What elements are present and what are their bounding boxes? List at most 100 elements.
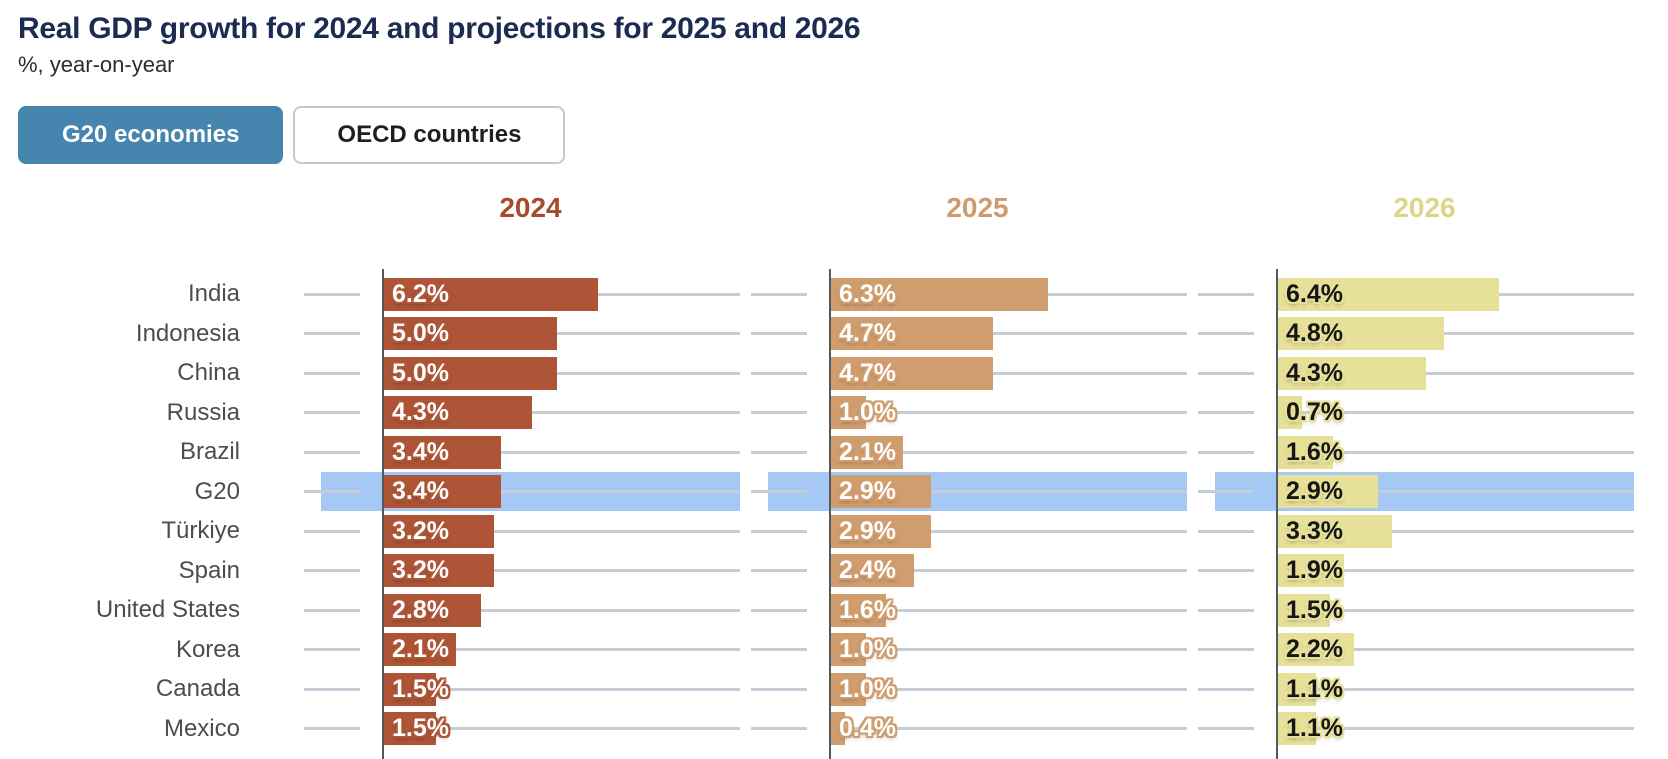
bar-2026-russia[interactable] [1278, 396, 1303, 429]
gridline-stub [751, 292, 807, 296]
gridline [385, 490, 740, 493]
gridline [832, 648, 1187, 651]
bar-2024-indonesia[interactable] [384, 317, 557, 350]
bar-value-label: 6.4% [1286, 279, 1343, 308]
gridline-stub [1198, 490, 1254, 493]
bar-2025-indonesia[interactable] [831, 317, 994, 350]
bar-2025-russia[interactable] [831, 396, 866, 429]
bar-2026-indonesia[interactable] [1278, 317, 1444, 350]
bar-2025-china[interactable] [831, 356, 994, 390]
gridline [832, 569, 1187, 572]
bar-value-label: 1.5% [1286, 595, 1343, 624]
gridline-stub [751, 727, 807, 730]
bar-2025-mexico[interactable] [831, 712, 845, 745]
gridline [385, 529, 740, 533]
gridline-stub [1198, 569, 1254, 572]
row-label-türkiye: Türkiye [161, 517, 240, 544]
gridline-stub [751, 569, 807, 572]
gridline [385, 648, 740, 651]
bar-value-label: 2.2% [1286, 635, 1343, 663]
bar-2025-g20[interactable] [831, 475, 932, 508]
bar-2025-korea[interactable] [831, 633, 866, 666]
bar-value-label: 2.4% [839, 556, 896, 584]
bar-2026-türkiye[interactable] [1278, 514, 1392, 548]
gridline [832, 450, 1187, 454]
bar-2025-canada[interactable] [831, 672, 866, 706]
axis-line-2025 [829, 269, 831, 759]
row-label-united-states: United States [95, 596, 240, 623]
gridline-stub [304, 608, 360, 612]
gridline-stub [751, 411, 807, 414]
bar-2025-türkiye[interactable] [831, 514, 932, 548]
bar-2025-united-states[interactable] [831, 593, 887, 627]
bar-2024-india[interactable] [384, 277, 598, 311]
gridline-stub [1198, 332, 1254, 335]
bar-2024-canada[interactable] [384, 672, 436, 706]
gridline [1279, 490, 1634, 493]
bar-value-label: 3.4% [392, 437, 449, 466]
gridline-stub [751, 687, 807, 691]
bar-2026-united-states[interactable] [1278, 593, 1330, 627]
gridline [832, 490, 1187, 493]
gridline-stub [1198, 371, 1254, 375]
bar-value-label: 1.5% [392, 714, 449, 742]
bar-value-label: 1.6% [839, 595, 896, 624]
bar-2024-russia[interactable] [384, 396, 533, 429]
dataset-toggle-group: G20 economies OECD countries [18, 106, 566, 164]
bar-value-label: 3.4% [392, 477, 449, 505]
toggle-g20-economies-button[interactable]: G20 economies [18, 106, 284, 164]
bar-2026-canada[interactable] [1278, 672, 1316, 706]
toggle-oecd-countries-button[interactable]: OECD countries [293, 106, 566, 164]
bar-2026-brazil[interactable] [1278, 435, 1334, 469]
gridline [1279, 608, 1634, 612]
bar-2024-united-states[interactable] [384, 593, 481, 627]
gridline-stub [304, 569, 360, 572]
gridline [1279, 727, 1634, 730]
panel-header-2025: 2025 [946, 192, 1009, 223]
bar-2024-spain[interactable] [384, 554, 495, 587]
bar-value-label: 4.3% [392, 398, 449, 426]
gridline-stub [304, 411, 360, 414]
bar-2024-china[interactable] [384, 356, 557, 390]
bar-value-label: 4.8% [1286, 319, 1343, 347]
row-label-g20: G20 [194, 477, 240, 505]
axis-line-2024 [382, 269, 384, 759]
bar-2024-brazil[interactable] [384, 435, 502, 469]
row-label-russia: Russia [166, 398, 240, 426]
gridline [1279, 569, 1634, 572]
bar-2024-türkiye[interactable] [384, 514, 495, 548]
bar-value-label: 1.1% [1286, 674, 1343, 703]
bar-value-label: 2.9% [1286, 477, 1343, 505]
row-label-china: China [177, 359, 240, 386]
gridline [832, 727, 1187, 730]
gridline-stub [1198, 450, 1254, 454]
bar-value-label: 1.9% [1286, 556, 1343, 584]
bar-2024-g20[interactable] [384, 475, 502, 508]
gridline-stub [751, 648, 807, 651]
panel-header-2026: 2026 [1393, 192, 1456, 223]
page-subtitle: %, year-on-year [18, 52, 175, 77]
bar-2025-india[interactable] [831, 277, 1049, 311]
gridline [832, 411, 1187, 414]
row-label-korea: Korea [175, 635, 240, 663]
gridline [385, 332, 740, 335]
gridline-stub [751, 371, 807, 375]
bar-value-label: 2.1% [392, 635, 449, 663]
bar-2024-korea[interactable] [384, 633, 457, 666]
bar-2026-korea[interactable] [1278, 633, 1354, 666]
bar-value-label: 1.1% [1286, 714, 1343, 742]
bar-2024-mexico[interactable] [384, 712, 436, 745]
gridline [832, 529, 1187, 533]
bar-2026-india[interactable] [1278, 277, 1499, 311]
bar-2026-mexico[interactable] [1278, 712, 1316, 745]
bar-2026-g20[interactable] [1278, 475, 1379, 508]
bar-2025-brazil[interactable] [831, 435, 904, 469]
bar-2026-spain[interactable] [1278, 554, 1344, 587]
row-label-india: India [187, 280, 240, 307]
row-label-canada: Canada [155, 675, 240, 702]
bar-2025-spain[interactable] [831, 554, 914, 587]
gridline-stub [1198, 727, 1254, 730]
bar-2026-china[interactable] [1278, 356, 1427, 390]
row-label-indonesia: Indonesia [135, 319, 240, 347]
